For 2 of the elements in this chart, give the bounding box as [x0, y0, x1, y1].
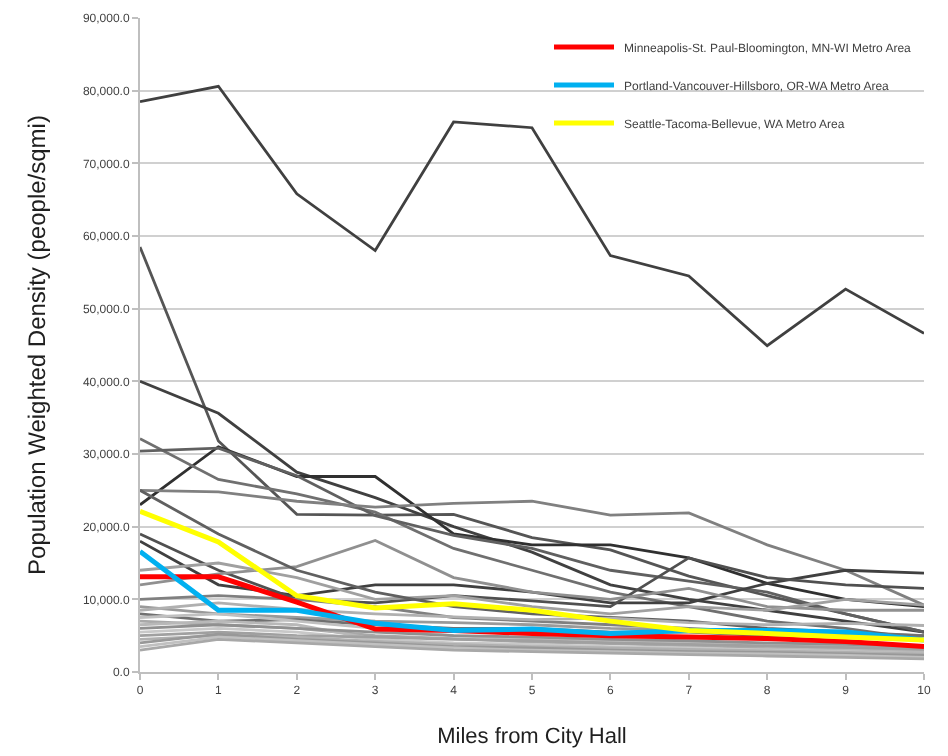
- y-axis-title: Population Weighted Density (people/sqmi): [23, 115, 52, 575]
- x-axis-title: Miles from City Hall: [437, 724, 627, 749]
